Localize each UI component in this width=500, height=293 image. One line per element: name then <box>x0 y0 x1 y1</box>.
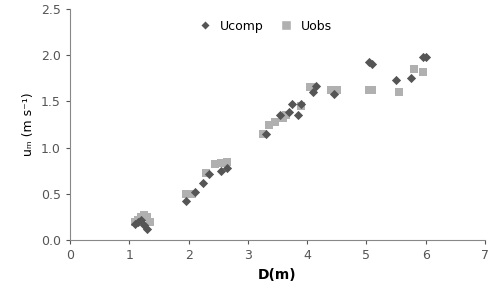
Ucomp <box>392 78 400 82</box>
Ucomp <box>330 92 338 96</box>
Uobs <box>366 88 374 93</box>
Uobs <box>306 85 314 90</box>
Ucomp <box>182 199 190 204</box>
Uobs <box>333 88 341 93</box>
Ucomp <box>419 54 427 59</box>
Ucomp <box>368 62 376 67</box>
Uobs <box>202 170 210 175</box>
Ucomp <box>223 166 231 171</box>
Uobs <box>410 67 418 71</box>
Ucomp <box>143 227 151 231</box>
Uobs <box>419 69 427 74</box>
Uobs <box>140 213 148 218</box>
Ucomp <box>312 83 320 88</box>
Uobs <box>327 88 335 93</box>
Ucomp <box>190 190 198 195</box>
Ucomp <box>217 168 225 173</box>
Uobs <box>182 192 190 196</box>
Ucomp <box>200 180 207 185</box>
Uobs <box>282 113 290 117</box>
Y-axis label: uₘ (m s⁻¹): uₘ (m s⁻¹) <box>22 93 36 156</box>
Uobs <box>368 88 376 93</box>
Uobs <box>217 161 225 166</box>
Uobs <box>264 122 272 127</box>
Legend: Ucomp, Uobs: Ucomp, Uobs <box>192 20 332 33</box>
Uobs <box>137 215 145 219</box>
Uobs <box>258 132 266 136</box>
Uobs <box>211 162 219 167</box>
Ucomp <box>422 54 430 59</box>
Uobs <box>297 104 305 108</box>
Ucomp <box>131 221 139 226</box>
Ucomp <box>206 171 214 176</box>
Uobs <box>395 90 403 94</box>
Uobs <box>223 159 231 164</box>
Uobs <box>280 116 287 120</box>
Ucomp <box>137 217 145 222</box>
Uobs <box>270 120 278 124</box>
Ucomp <box>262 132 270 136</box>
Uobs <box>131 219 139 224</box>
Uobs <box>188 192 196 196</box>
Uobs <box>309 85 317 90</box>
Uobs <box>134 217 142 222</box>
Ucomp <box>276 113 284 117</box>
Ucomp <box>407 76 415 81</box>
Ucomp <box>134 219 142 224</box>
Uobs <box>143 215 151 219</box>
Ucomp <box>294 113 302 117</box>
Ucomp <box>140 223 148 228</box>
Ucomp <box>309 90 317 94</box>
X-axis label: D(m): D(m) <box>258 268 297 282</box>
Ucomp <box>288 102 296 106</box>
Ucomp <box>297 102 305 106</box>
Ucomp <box>366 60 374 65</box>
Ucomp <box>286 110 294 115</box>
Uobs <box>146 219 154 224</box>
